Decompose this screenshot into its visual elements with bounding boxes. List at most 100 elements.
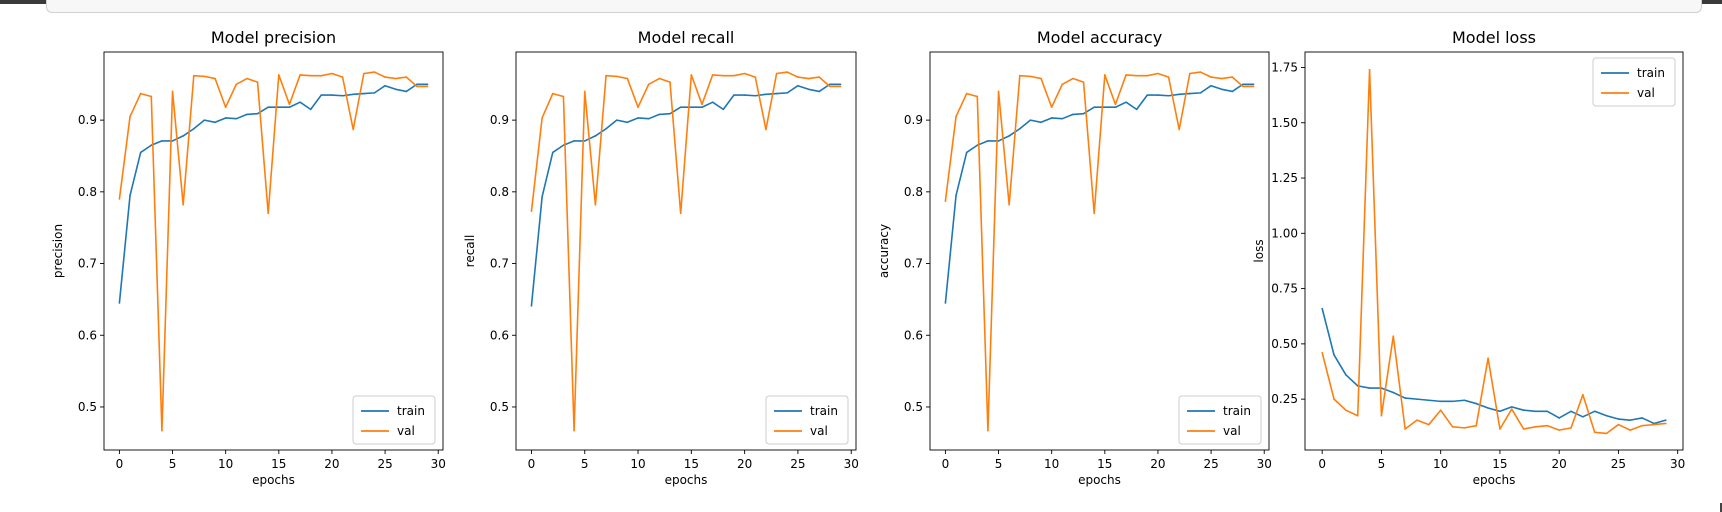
y-tick-label: 1.50 <box>1271 116 1298 130</box>
data-point-train <box>214 121 216 124</box>
data-point-val <box>1605 432 1608 435</box>
data-point-train <box>839 83 842 86</box>
x-tick-label: 0 <box>116 457 124 471</box>
y-tick-label: 0.6 <box>78 328 97 342</box>
data-point-train <box>1510 406 1513 408</box>
data-point-val <box>711 74 714 76</box>
data-point-train <box>1333 354 1335 356</box>
data-point-val <box>1061 83 1064 86</box>
data-point-val <box>1333 398 1335 400</box>
data-point-train <box>373 92 376 94</box>
legend-label-train: train <box>397 404 425 418</box>
y-tick-label: 0.25 <box>1271 392 1298 406</box>
y-tick-label: 0.8 <box>904 185 923 199</box>
data-point-val <box>405 76 408 78</box>
data-point-val <box>320 74 323 77</box>
data-point-train <box>690 106 693 109</box>
scrollbar-edge[interactable] <box>1720 503 1722 512</box>
data-point-train <box>1582 416 1584 418</box>
legend: train val <box>1592 57 1676 107</box>
x-tick-label: 25 <box>377 457 392 471</box>
data-point-val <box>1404 428 1406 430</box>
plot-frame <box>103 51 444 451</box>
legend: train val <box>1178 395 1262 445</box>
data-point-val <box>352 128 355 131</box>
data-point-train <box>944 302 947 304</box>
data-point-val <box>1356 414 1359 417</box>
data-point-val <box>1199 71 1202 73</box>
data-point-val <box>150 95 153 98</box>
data-point-train <box>1439 400 1442 403</box>
data-point-val <box>573 429 575 432</box>
data-point-train <box>1605 414 1608 417</box>
plot-frame <box>1304 51 1684 451</box>
data-point-val <box>1416 419 1418 421</box>
data-point-train <box>626 121 629 124</box>
data-point-train <box>405 90 408 93</box>
data-point-val <box>797 76 799 78</box>
data-point-val <box>182 203 184 206</box>
data-point-val <box>1570 427 1572 429</box>
data-point-train <box>224 117 227 119</box>
legend-label-val: val <box>810 424 828 438</box>
data-point-val <box>363 72 365 75</box>
data-point-train <box>1157 94 1159 96</box>
data-point-val <box>1220 77 1223 80</box>
chart-title: Model precision <box>211 28 336 47</box>
x-tick-label: 0 <box>942 457 950 471</box>
data-point-train <box>139 151 142 154</box>
y-tick-label: 0.6 <box>490 328 509 342</box>
y-tick-label: 1.00 <box>1271 226 1298 240</box>
data-point-train <box>118 302 121 304</box>
data-point-train <box>171 140 174 142</box>
data-point-train <box>775 92 778 95</box>
data-point-val <box>1146 74 1149 77</box>
data-point-train <box>987 140 989 142</box>
data-point-val <box>256 81 259 83</box>
data-point-train <box>976 144 979 147</box>
data-point-val <box>139 92 142 95</box>
data-point-val <box>1167 76 1170 78</box>
y-axis-label: precision <box>51 224 65 278</box>
data-point-train <box>754 94 757 97</box>
data-point-train <box>426 83 429 86</box>
data-point-val <box>1252 85 1255 88</box>
data-point-train <box>807 88 810 91</box>
y-tick-label: 0.5 <box>78 400 97 414</box>
data-point-train <box>1189 92 1191 95</box>
legend-label-train: train <box>1223 404 1251 418</box>
series-line-val <box>1321 68 1666 435</box>
data-point-train <box>647 117 650 120</box>
data-point-train <box>1125 101 1127 103</box>
data-point-val <box>1018 74 1021 77</box>
data-point-train <box>1392 391 1395 394</box>
chart-panel-1: Model recall 0 5 10 15 20 25 30 0.5 0.6 0.7 0.8 0.9 e… <box>463 28 859 487</box>
chart-title: Model accuracy <box>1037 28 1162 47</box>
data-point-train <box>733 94 735 96</box>
data-point-train <box>594 135 597 137</box>
data-point-val <box>679 212 682 215</box>
data-point-val <box>1040 77 1042 80</box>
data-point-val <box>288 103 291 106</box>
data-point-val <box>341 76 344 78</box>
data-point-train <box>1416 398 1418 400</box>
data-point-val <box>246 77 248 80</box>
data-point-train <box>1114 106 1117 109</box>
data-point-train <box>551 151 554 154</box>
data-point-val <box>1665 422 1667 425</box>
y-tick-label: 1.75 <box>1271 60 1298 74</box>
data-point-val <box>965 92 968 95</box>
data-point-train <box>182 135 184 137</box>
data-point-train <box>743 94 746 96</box>
data-point-train <box>786 92 789 94</box>
data-point-val <box>1380 414 1383 417</box>
x-tick-label: 10 <box>1044 457 1059 471</box>
data-point-train <box>1404 397 1406 399</box>
data-point-train <box>1008 135 1010 137</box>
data-point-val <box>594 203 597 206</box>
data-point-val <box>743 72 746 75</box>
data-point-val <box>1178 128 1181 131</box>
data-point-train <box>235 117 238 120</box>
y-tick-label: 0.8 <box>490 185 509 199</box>
